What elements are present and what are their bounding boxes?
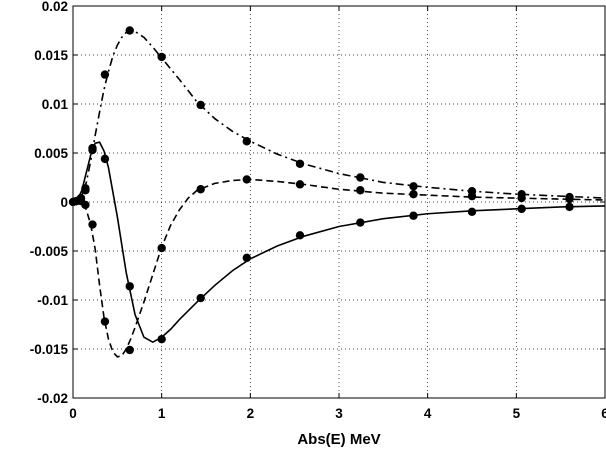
data-point bbox=[100, 317, 110, 326]
data-point bbox=[157, 52, 166, 62]
data-point bbox=[409, 182, 418, 191]
data-point bbox=[295, 231, 305, 240]
data-point bbox=[196, 100, 205, 110]
y-tick-label: -0.02 bbox=[37, 391, 68, 406]
data-point bbox=[242, 137, 251, 146]
data-point bbox=[409, 189, 418, 199]
data-point bbox=[565, 202, 574, 212]
y-tick-label: 0.01 bbox=[42, 97, 69, 112]
data-point bbox=[356, 218, 365, 227]
data-point bbox=[125, 26, 134, 35]
data-point bbox=[125, 282, 134, 291]
series-layer bbox=[68, 26, 606, 358]
data-point bbox=[409, 211, 418, 220]
tick-labels: 0 1 2 3 4 5 6 -0.02 -0.015 -0.01 -0.005 0 0.005 0.01 0… bbox=[30, 0, 606, 421]
data-point bbox=[295, 180, 305, 189]
x-tick-label: 1 bbox=[158, 406, 166, 421]
series-line-dash-dot bbox=[72, 29, 606, 203]
y-tick-label: -0.015 bbox=[30, 342, 69, 357]
data-point bbox=[88, 220, 97, 229]
y-tick-label: -0.005 bbox=[30, 244, 69, 259]
y-tick-label: 0 bbox=[60, 195, 68, 210]
data-point bbox=[88, 143, 97, 153]
data-point bbox=[100, 70, 110, 79]
data-point bbox=[467, 187, 477, 196]
data-point bbox=[565, 192, 574, 202]
data-point bbox=[196, 185, 205, 194]
y-tick-label: 0.015 bbox=[34, 48, 68, 63]
data-point bbox=[125, 345, 134, 355]
data-point bbox=[100, 154, 110, 164]
x-tick-label: 0 bbox=[69, 406, 77, 421]
data-point bbox=[517, 204, 526, 214]
data-point bbox=[517, 189, 526, 199]
x-tick-label: 4 bbox=[424, 406, 432, 421]
y-tick-label: 0.005 bbox=[34, 146, 68, 161]
data-point bbox=[81, 186, 90, 195]
series-line-dashed bbox=[72, 178, 606, 358]
data-point bbox=[76, 194, 86, 204]
grid-lines bbox=[73, 6, 605, 398]
y-tick-label: -0.01 bbox=[37, 293, 68, 308]
data-point bbox=[196, 293, 205, 303]
x-axis-label: Abs(E) MeV bbox=[297, 431, 380, 448]
series-dash-dot bbox=[72, 26, 606, 206]
data-point bbox=[467, 207, 477, 216]
x-tick-label: 6 bbox=[601, 406, 606, 421]
data-point bbox=[356, 186, 365, 195]
data-point bbox=[242, 175, 251, 184]
x-tick-label: 5 bbox=[513, 406, 521, 421]
y-tick-label: 0.02 bbox=[42, 0, 68, 14]
data-point bbox=[242, 253, 251, 263]
data-point bbox=[157, 335, 166, 344]
tick-marks bbox=[72, 5, 606, 399]
data-point bbox=[81, 200, 90, 210]
data-point bbox=[295, 159, 305, 168]
x-tick-label: 2 bbox=[247, 406, 255, 421]
data-point bbox=[356, 173, 365, 182]
data-point bbox=[157, 243, 166, 253]
x-tick-label: 3 bbox=[335, 406, 343, 421]
